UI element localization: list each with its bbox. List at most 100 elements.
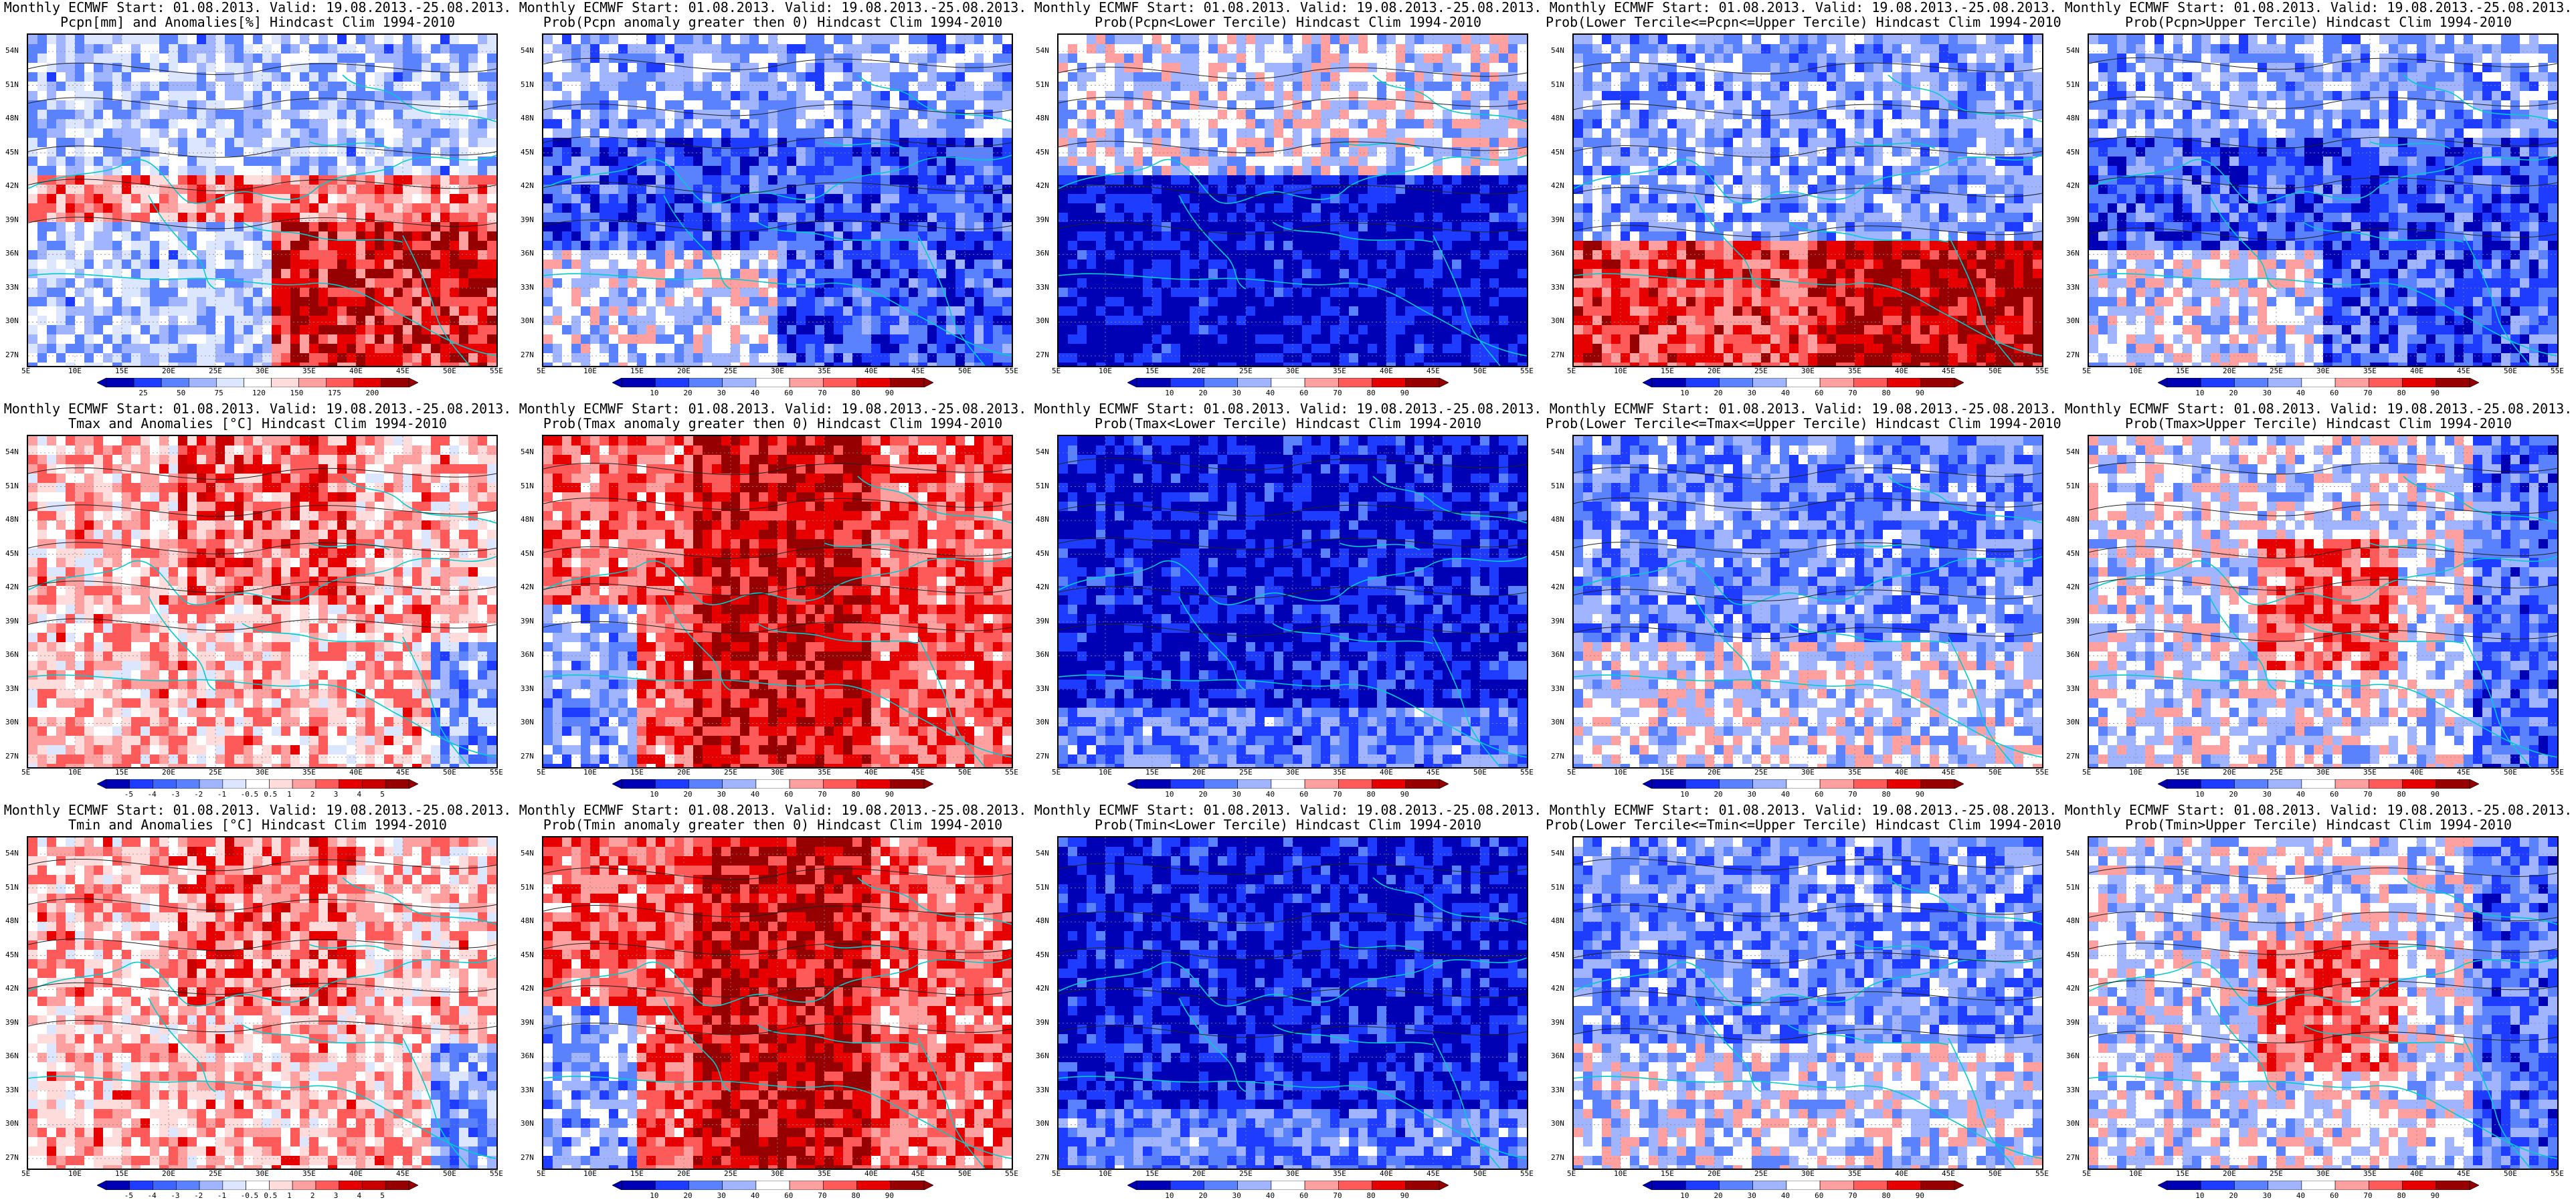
field-cell	[674, 203, 684, 213]
field-cell	[1293, 119, 1303, 129]
field-cell	[84, 325, 94, 335]
field-cell	[1358, 44, 1368, 54]
field-cell	[84, 72, 94, 82]
field-cell	[244, 157, 254, 167]
field-cell	[600, 138, 610, 148]
field-cell	[1255, 231, 1265, 241]
field-cell	[1180, 231, 1190, 241]
field-cell	[1321, 231, 1331, 241]
field-cell	[112, 44, 122, 54]
colorbar-label: 75	[215, 389, 223, 397]
field-cell	[169, 175, 179, 185]
field-cell	[1452, 175, 1462, 185]
field-cell	[1340, 175, 1350, 185]
field-cell	[253, 54, 263, 64]
field-cell	[834, 128, 844, 138]
field-cell	[1190, 138, 1200, 148]
field-cell	[731, 213, 741, 223]
field-cell	[759, 316, 769, 326]
field-cell	[581, 175, 591, 185]
field-cell	[571, 147, 581, 157]
field-cell	[890, 353, 900, 363]
field-cell	[759, 269, 769, 279]
field-cell	[1377, 82, 1387, 92]
field-cell	[272, 54, 282, 64]
field-cell	[712, 334, 722, 344]
field-cell	[1433, 250, 1443, 260]
field-cell	[244, 278, 254, 288]
field-cell	[103, 138, 113, 148]
field-cell	[375, 222, 385, 232]
field-cell	[112, 344, 122, 354]
field-cell	[37, 344, 48, 354]
field-cell	[403, 269, 413, 279]
field-cell	[815, 203, 825, 213]
field-cell	[806, 306, 816, 316]
field-cell	[1059, 194, 1069, 204]
field-cell	[881, 316, 891, 326]
field-cell	[178, 110, 188, 120]
field-cell	[637, 119, 647, 129]
field-cell	[356, 297, 366, 307]
field-cell	[815, 82, 825, 92]
field-cell	[1443, 44, 1453, 54]
field-cell	[384, 316, 394, 326]
field-cell	[141, 147, 151, 157]
field-cell	[1236, 128, 1247, 138]
field-cell	[422, 363, 432, 366]
field-cell	[47, 63, 57, 73]
field-cell	[731, 203, 741, 213]
field-cell	[28, 334, 38, 344]
field-cell	[609, 166, 619, 176]
field-cell	[1461, 54, 1471, 64]
field-cell	[197, 297, 207, 307]
field-cell	[178, 334, 188, 344]
field-cell	[909, 288, 919, 298]
field-cell	[1508, 44, 1518, 54]
field-cell	[206, 297, 216, 307]
field-cell	[1508, 63, 1518, 73]
field-cell	[693, 72, 703, 82]
field-cell	[459, 213, 469, 223]
field-cell	[1489, 63, 1499, 73]
field-cell	[28, 128, 38, 138]
field-cell	[1414, 175, 1424, 185]
field-cell	[628, 288, 638, 298]
field-cell	[290, 110, 300, 120]
field-cell	[1489, 110, 1499, 120]
field-cell	[937, 353, 947, 363]
field-cell	[215, 250, 225, 260]
field-cell	[375, 269, 385, 279]
field-cell	[318, 288, 329, 298]
field-cell	[721, 166, 731, 176]
field-cell	[1386, 250, 1396, 260]
field-cell	[890, 63, 900, 73]
field-cell	[1143, 250, 1153, 260]
field-cell	[1246, 185, 1256, 195]
field-cell	[234, 325, 244, 335]
field-cell	[618, 231, 628, 241]
field-cell	[1096, 147, 1106, 157]
field-cell	[1414, 35, 1424, 45]
field-cell	[665, 231, 675, 241]
field-cell	[1480, 119, 1490, 129]
field-cell	[1087, 166, 1097, 176]
field-cell	[899, 35, 909, 45]
field-cell	[1424, 44, 1434, 54]
field-cell	[450, 231, 460, 241]
field-cell	[94, 288, 104, 298]
field-cell	[459, 288, 469, 298]
field-cell	[187, 110, 197, 120]
field-cell	[1461, 147, 1471, 157]
field-cell	[618, 306, 628, 316]
field-cell	[1133, 157, 1143, 167]
field-cell	[318, 119, 329, 129]
field-cell	[740, 344, 750, 354]
field-cell	[56, 325, 66, 335]
field-cell	[347, 269, 357, 279]
field-cell	[1143, 231, 1153, 241]
field-cell	[927, 147, 937, 157]
field-cell	[824, 157, 834, 167]
field-cell	[1180, 241, 1190, 251]
field-cell	[815, 166, 825, 176]
